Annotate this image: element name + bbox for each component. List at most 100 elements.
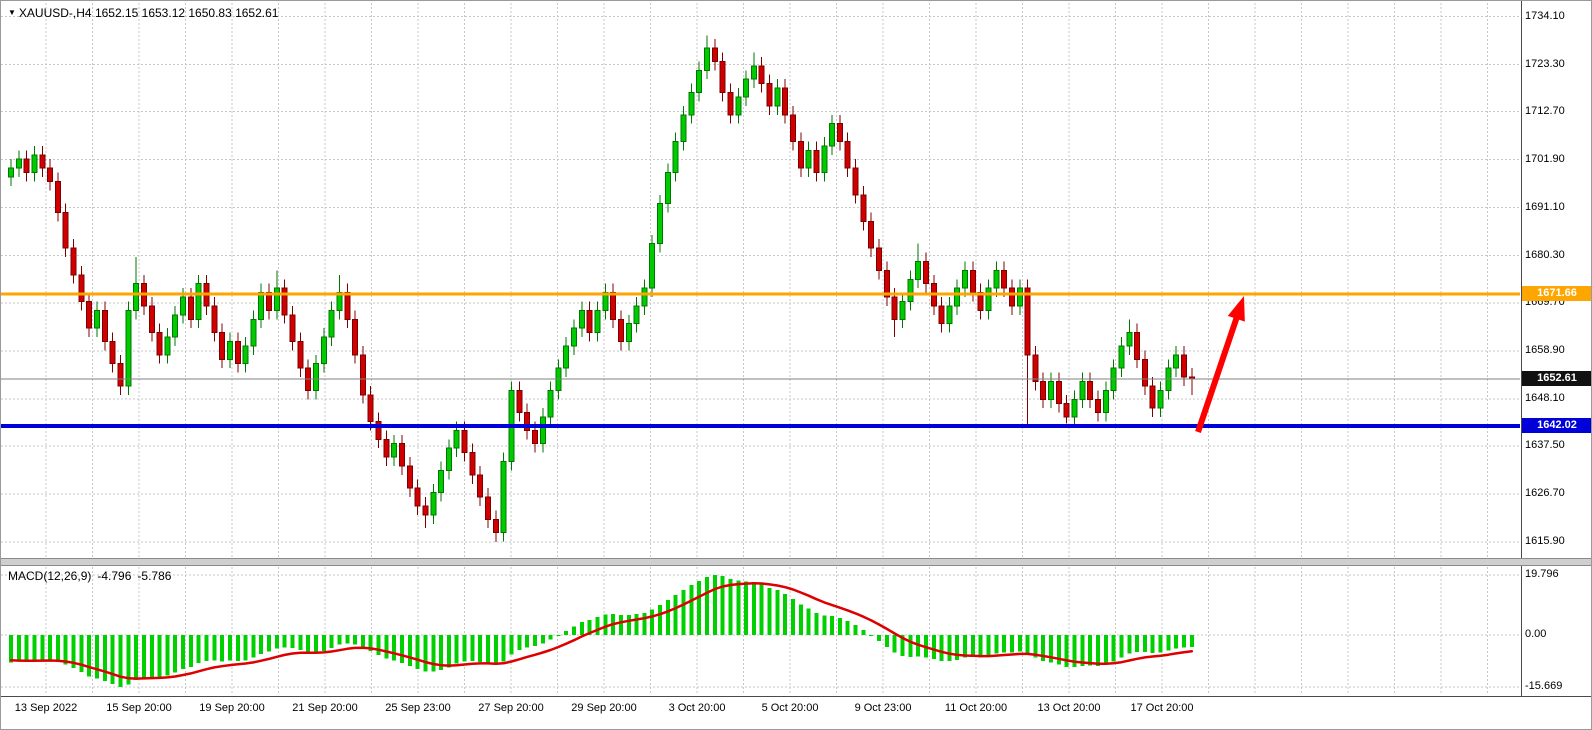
candle bbox=[946, 297, 953, 333]
macd-histogram-bar bbox=[290, 635, 295, 648]
macd-histogram-bar bbox=[884, 635, 889, 647]
candle bbox=[242, 337, 249, 373]
candle bbox=[657, 194, 664, 253]
candle bbox=[367, 385, 374, 431]
candle bbox=[234, 332, 241, 373]
macd-histogram-bar bbox=[704, 576, 709, 635]
candle bbox=[993, 261, 1000, 298]
candle bbox=[422, 497, 429, 529]
macd-histogram-bar bbox=[830, 616, 835, 635]
macd-histogram-bar bbox=[306, 635, 311, 653]
macd-histogram-bar bbox=[853, 625, 858, 635]
macd-histogram-bar bbox=[360, 635, 365, 648]
price-scale[interactable] bbox=[1521, 1, 1591, 696]
macd-histogram-bar bbox=[845, 621, 850, 635]
candle bbox=[758, 56, 765, 93]
candle bbox=[47, 159, 54, 191]
macd-histogram-bar bbox=[1056, 635, 1061, 665]
macd-histogram-bar bbox=[16, 635, 21, 662]
macd-histogram-bar bbox=[1009, 635, 1014, 653]
macd-histogram-bar bbox=[345, 635, 350, 644]
macd-histogram-bar bbox=[259, 635, 264, 654]
candle bbox=[985, 279, 992, 320]
candle bbox=[391, 434, 398, 466]
candle bbox=[524, 403, 531, 440]
price-tick-label: 1691.10 bbox=[1525, 200, 1565, 213]
candle bbox=[1149, 377, 1156, 418]
candle bbox=[312, 354, 319, 400]
macd-histogram-bar bbox=[822, 615, 827, 635]
candle bbox=[1102, 381, 1109, 422]
macd-histogram-bar bbox=[978, 635, 983, 658]
pane-splitter[interactable] bbox=[1, 558, 1591, 566]
macd-histogram-bar bbox=[509, 635, 514, 655]
candle bbox=[571, 319, 578, 355]
macd-histogram-bar bbox=[71, 635, 76, 669]
macd-histogram-bar bbox=[517, 635, 522, 651]
time-scale[interactable] bbox=[1, 696, 1591, 729]
macd-histogram-bar bbox=[134, 635, 139, 681]
time-label: 25 Sep 23:00 bbox=[385, 702, 451, 714]
macd-histogram-bar bbox=[439, 635, 444, 671]
macd-histogram-bar bbox=[9, 635, 13, 663]
candle bbox=[578, 301, 585, 338]
candle bbox=[899, 292, 906, 329]
candle bbox=[907, 270, 914, 311]
macd-histogram-bar bbox=[767, 587, 772, 635]
macd-histogram-bar bbox=[235, 635, 240, 662]
candle bbox=[375, 412, 382, 449]
candle bbox=[1063, 394, 1070, 424]
macd-histogram-bar bbox=[689, 585, 694, 635]
candle bbox=[977, 283, 984, 320]
macd-histogram-bar bbox=[939, 635, 944, 661]
candle bbox=[688, 83, 695, 124]
candle bbox=[860, 185, 867, 231]
macd-histogram-bar bbox=[1080, 635, 1085, 666]
macd-histogram-bar bbox=[744, 581, 749, 635]
macd-histogram-bar bbox=[173, 635, 178, 673]
candle bbox=[962, 261, 969, 298]
candle bbox=[922, 252, 929, 293]
macd-histogram-bar bbox=[87, 635, 92, 677]
candle bbox=[680, 105, 687, 151]
candle bbox=[125, 301, 132, 395]
candle bbox=[782, 79, 789, 124]
candle bbox=[148, 297, 155, 342]
candle bbox=[727, 83, 734, 124]
candle bbox=[586, 301, 593, 342]
macd-histogram-bar bbox=[48, 635, 53, 661]
candle bbox=[1118, 337, 1125, 378]
time-label: 21 Sep 20:00 bbox=[292, 702, 358, 714]
current-price-badge: 1652.61 bbox=[1522, 370, 1591, 386]
macd-histogram-bar bbox=[1002, 635, 1007, 653]
price-tick-label: 1648.10 bbox=[1525, 391, 1565, 404]
candle bbox=[109, 332, 116, 373]
macd-histogram-bar bbox=[376, 635, 381, 655]
macd-histogram-bar bbox=[1182, 635, 1186, 648]
macd-histogram-bar bbox=[1158, 635, 1163, 653]
macd-histogram-bar bbox=[712, 575, 717, 635]
macd-histogram-bar bbox=[1041, 635, 1046, 662]
macd-histogram-bar bbox=[626, 614, 631, 635]
macd-histogram-bar bbox=[110, 635, 115, 684]
candle bbox=[438, 461, 445, 502]
symbol-dropdown-icon[interactable]: ▼ bbox=[8, 8, 16, 17]
macd-histogram-bar bbox=[665, 600, 670, 635]
candle bbox=[266, 283, 273, 320]
candle bbox=[1024, 279, 1031, 426]
macd-tick-label: -15.669 bbox=[1525, 680, 1563, 692]
macd-histogram-bar bbox=[931, 635, 936, 659]
candle bbox=[414, 479, 421, 515]
macd-histogram-bar bbox=[1064, 635, 1069, 667]
macd-histogram-bar bbox=[1127, 635, 1132, 654]
macd-histogram-bar bbox=[118, 635, 123, 687]
candle bbox=[500, 452, 507, 542]
macd-histogram-bar bbox=[196, 635, 201, 663]
candle bbox=[868, 212, 875, 258]
macd-histogram-bar bbox=[681, 589, 686, 635]
candle bbox=[195, 274, 202, 329]
candle bbox=[492, 510, 499, 542]
candle bbox=[797, 132, 804, 177]
macd-tick-label: 19.796 bbox=[1525, 568, 1559, 580]
